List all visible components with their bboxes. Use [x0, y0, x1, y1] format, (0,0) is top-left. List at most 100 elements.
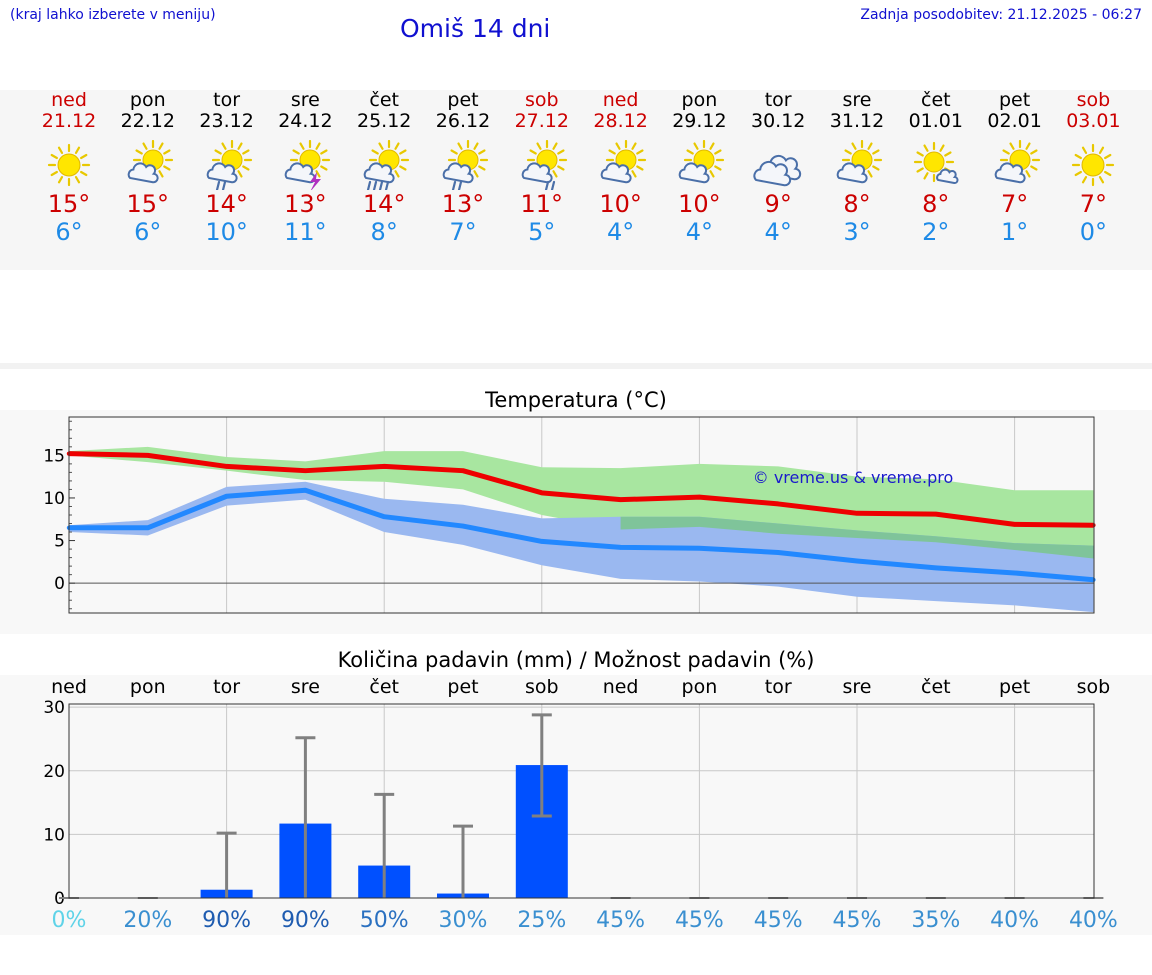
precipitation-probability: 30% [439, 908, 488, 933]
plot-area [69, 704, 1094, 898]
max-temperature: 8° [922, 190, 950, 218]
max-temperature: 14° [362, 190, 406, 218]
day-label: tor [765, 676, 792, 698]
min-temperature: 4° [606, 218, 635, 246]
day-date: 23.12 [199, 110, 254, 132]
forecast-day: čet 25.12 14° 8° [344, 90, 424, 246]
day-name: tor [764, 89, 792, 111]
max-temperature: 7° [1000, 190, 1029, 218]
forecast-day: pet 26.12 13° 7° [423, 90, 503, 246]
max-temperature-point [1012, 522, 1017, 527]
precipitation-probability: 45% [675, 908, 724, 933]
min-temperature-point [145, 525, 150, 530]
min-temperature-point [1012, 570, 1017, 576]
day-date: 30.12 [750, 110, 806, 132]
min-temperature: 4° [685, 218, 714, 246]
precipitation-chart: ned pon tor sre čet pet sob ned pon tor sre čet pet s… [43, 676, 1117, 933]
sun-cloud-rain-icon [206, 140, 252, 190]
min-temperature-point [618, 545, 623, 550]
day-label: čet [921, 676, 951, 698]
watermark: © vreme.us & vreme.pro [753, 468, 954, 487]
day-date: 29.12 [672, 110, 727, 132]
max-temperature: 8° [843, 190, 871, 218]
day-label: sob [525, 676, 559, 698]
day-name: sob [525, 89, 559, 111]
day-name: sre [842, 89, 872, 111]
day-label: sre [843, 676, 872, 698]
forecast-day: pet 02.01 7° 1° [975, 90, 1055, 246]
day-date: 27.12 [514, 110, 569, 132]
min-temperature: 7° [449, 218, 477, 246]
forecast-day: ned 21.12 15° 6° [29, 90, 109, 246]
cloud-icon [753, 154, 802, 187]
sun-cloud-light-rain-icon [521, 140, 567, 190]
day-label: sre [291, 676, 320, 698]
y-tick-label: 0 [54, 574, 65, 594]
sun-icon [47, 143, 91, 187]
day-name: sob [1076, 89, 1111, 111]
forecast-day: ned 28.12 10° 4° [581, 90, 661, 246]
y-tick-label: 15 [43, 446, 65, 466]
precipitation-probability: 45% [596, 908, 645, 933]
min-temperature-point [854, 558, 860, 564]
day-date: 25.12 [356, 110, 412, 132]
max-temperature: 14° [205, 190, 248, 218]
day-label: pon [682, 676, 718, 698]
sun-cloud-icon [836, 140, 883, 184]
sun-cloud-icon [600, 140, 646, 184]
sun-cloud-icon [127, 140, 173, 184]
precipitation-probability: 90% [202, 908, 251, 933]
sun-cloud-rain-icon [442, 140, 489, 190]
day-name: sre [290, 89, 320, 111]
sun-cloud-icon [679, 140, 725, 184]
max-temperature-point [1091, 523, 1096, 528]
page-title: Omiš 14 dni [400, 14, 551, 43]
day-date: 22.12 [120, 110, 175, 132]
day-label: sob [1077, 676, 1111, 698]
min-temperature: 10° [205, 218, 248, 246]
max-temperature-point [303, 468, 308, 473]
min-temperature-point [697, 546, 702, 551]
sun-cloud-icon [994, 140, 1040, 184]
plot-frame [68, 703, 1095, 899]
day-label: ned [51, 676, 87, 698]
max-temperature-line [68, 451, 1094, 528]
forecast-day: pon 29.12 10° 4° [659, 90, 739, 246]
y-tick-label: 20 [43, 762, 65, 782]
precipitation-probability: 45% [754, 908, 803, 933]
day-date: 31.12 [829, 110, 885, 132]
max-temperature-point [933, 511, 938, 517]
min-temperature-point [460, 523, 466, 529]
day-date: 24.12 [278, 110, 333, 132]
forecast-day: sre 24.12 13° 11° [265, 90, 345, 246]
min-temperature-point [224, 494, 229, 499]
y-tick-label: 10 [43, 489, 65, 509]
sun-cloud-heavy-rain-icon [363, 140, 410, 190]
forecast-day: sob 03.01 7° 0° [1053, 90, 1133, 246]
max-temperature-point [382, 464, 387, 469]
y-tick-label: 10 [43, 825, 65, 845]
max-temperature: 13° [284, 190, 327, 218]
min-temperature: 0° [1079, 218, 1108, 246]
min-temperature-point [776, 550, 781, 555]
day-label: pet [999, 676, 1030, 698]
min-temperature: 4° [764, 218, 792, 246]
day-date: 28.12 [593, 110, 648, 132]
max-temperature: 7° [1079, 190, 1108, 218]
forecast-day: čet 01.01 8° 2° [896, 90, 976, 246]
day-label: čet [369, 676, 399, 698]
precipitation-probability: 90% [281, 908, 330, 933]
sun-small-cloud-icon [913, 141, 959, 184]
max-temperature-point [697, 494, 702, 500]
day-name: čet [369, 89, 399, 111]
max-temperature: 10° [678, 190, 721, 218]
day-label: pet [447, 676, 478, 698]
forecast-day: sob 27.12 11° 5° [502, 90, 582, 246]
temperature-chart-title: Temperatura (°C) [485, 388, 667, 412]
forecast-strip: ned 21.12 15° 6° pon 22.12 15° 6° tor 23.12 14° 10°… [0, 90, 1152, 270]
max-temperature: 13° [441, 190, 485, 218]
precipitation-probability: 25% [517, 908, 566, 933]
sun-icon [1072, 143, 1115, 187]
update-info: Zadnja posodobitev: 21.12.2025 - 06:27 [860, 7, 1142, 23]
max-temperature: 11° [520, 190, 564, 218]
